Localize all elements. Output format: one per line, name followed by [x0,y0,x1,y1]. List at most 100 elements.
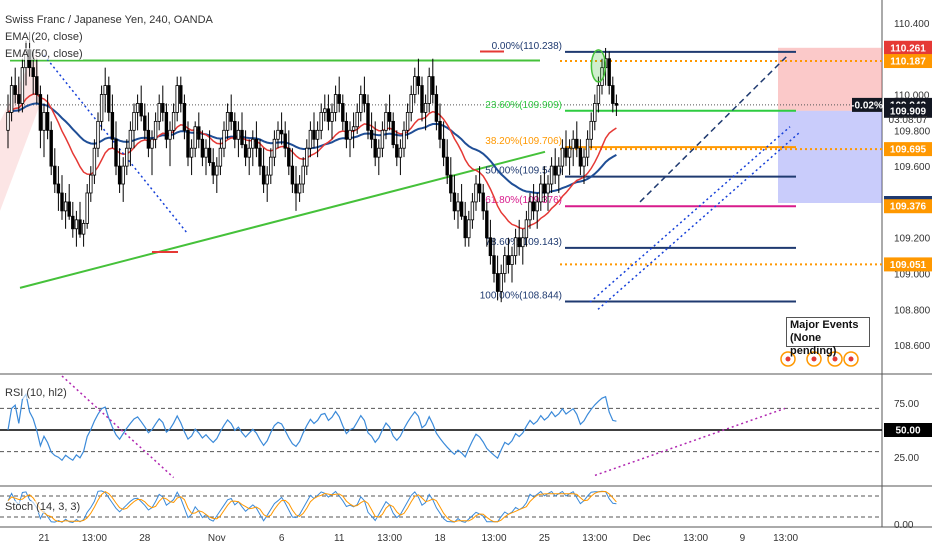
y-tick-label: 110.400 [894,19,930,30]
x-tick-label: 21 [38,533,50,544]
x-tick-label: 28 [139,533,151,544]
candle [474,183,478,203]
x-tick-label: 13:00 [82,533,107,544]
candle [197,126,201,140]
candle [564,147,568,158]
candle [114,138,118,167]
candle [49,129,53,167]
candle [373,138,377,158]
candle [143,115,147,131]
candle [193,126,197,149]
candle [85,192,89,224]
candle [593,103,597,122]
major-events-box[interactable]: Major Events (None pending) [786,317,870,357]
candle [45,112,50,131]
candle [420,85,424,113]
candle [485,210,489,239]
candle [261,165,266,185]
candle [168,129,172,140]
candle [6,112,10,131]
wedge-shade [0,49,41,211]
price-tag [884,54,932,69]
candle [287,147,291,167]
candle [535,201,539,212]
candle [539,183,543,203]
candle [13,85,17,95]
candle [344,120,349,140]
candle [17,94,21,104]
candle [578,147,583,167]
y-tick-label: 109.600 [894,162,931,173]
x-tick-label: 9 [740,533,746,544]
candle [416,76,421,86]
bar-countdown: 03:08:07 [889,115,928,126]
channel-upper-line[interactable] [639,54,789,203]
candle [207,147,212,163]
candle [179,85,183,104]
candle [247,147,251,158]
downtrend-line[interactable] [43,54,189,235]
candle [366,103,370,131]
candle [362,94,367,104]
candle [463,215,467,239]
candle [42,112,46,131]
candle [31,67,35,78]
candle [337,94,341,104]
candle [251,138,255,149]
candle [38,94,43,131]
x-tick-label: 11 [334,533,345,544]
candle [553,165,557,176]
candle [20,67,25,104]
candle [71,215,75,230]
candle [117,165,122,185]
candle [441,138,446,158]
candle [431,76,435,95]
candle [171,112,176,131]
price-tag [884,40,932,55]
candle [449,174,453,194]
ema50-line [7,102,617,195]
candle [128,129,133,149]
candle [488,237,493,257]
x-tick-label: 13:00 [773,533,798,544]
candle [377,147,381,158]
ema20-legend: EMA (20, close) [5,31,83,43]
candle [240,129,244,146]
candle [521,237,525,248]
candle [157,103,161,122]
candle [380,129,385,149]
candle [276,129,280,140]
event-icon-dot [848,356,854,362]
y-tick-label: 109.000 [894,270,931,281]
candle [326,108,331,122]
candle [585,138,590,158]
candle [452,192,457,212]
event-icon-dot [832,356,838,362]
price-tag-label: 109.051 [890,260,927,271]
candle [571,138,575,149]
candle [53,165,57,185]
event-icon-dot [785,356,791,362]
candle [387,112,392,122]
price-change-label: -0.02% [851,100,883,111]
candle [81,223,86,235]
candle [438,120,442,140]
x-tick-label: 18 [434,533,446,544]
channel-lower-line[interactable] [589,126,791,303]
candle [283,133,287,149]
support-trendline[interactable] [19,150,546,289]
candle [146,129,151,149]
candle [189,147,194,158]
candle [611,85,615,104]
candle [589,120,593,140]
candle [470,201,475,221]
candle [312,129,316,140]
candle [229,112,233,122]
x-tick-label: Nov [208,533,226,544]
candle [467,219,471,239]
price-tag-label: 109.695 [890,145,927,156]
x-tick-label: 13:00 [683,533,708,544]
candle [254,138,259,149]
y-tick-label: 108.600 [894,341,931,352]
